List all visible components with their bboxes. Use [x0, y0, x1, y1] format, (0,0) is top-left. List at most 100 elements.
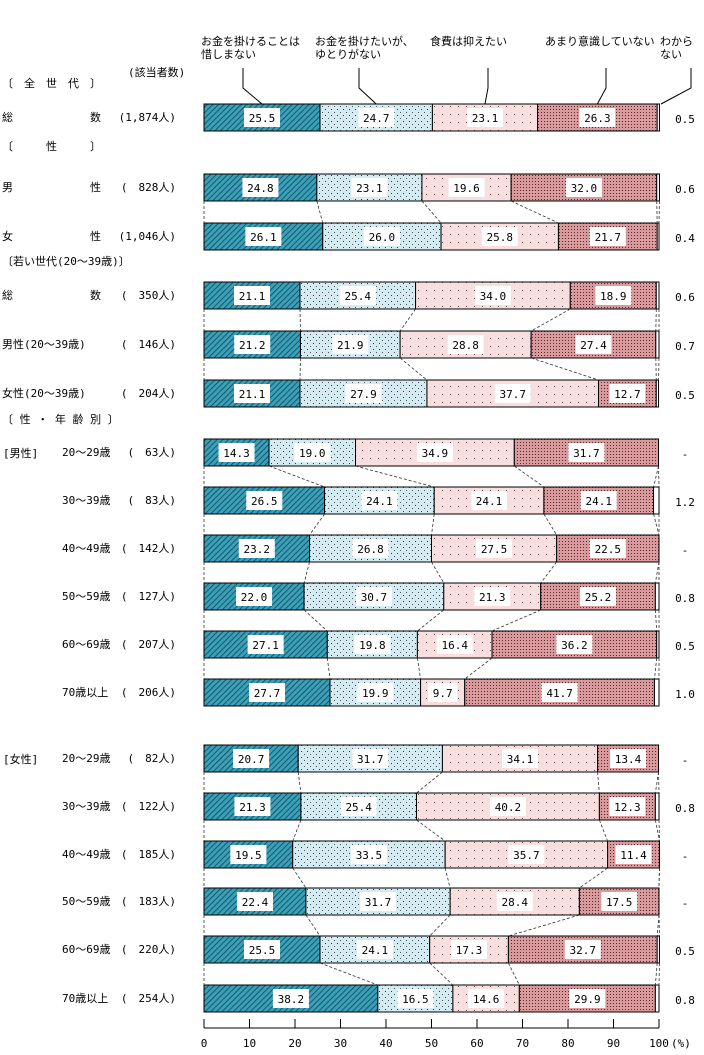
row-count: ( 82人) [128, 752, 177, 765]
value-label: 24.1 [362, 944, 389, 957]
row-count: ( 220人) [121, 943, 176, 956]
value-label-bg [564, 940, 601, 959]
axis-tick-label: 30 [334, 1037, 347, 1050]
value-label-bg [609, 797, 646, 816]
value-label: 23.1 [472, 112, 499, 125]
value-label: 21.1 [239, 290, 266, 303]
bar-row: 20～29歳 ( 82人) 20.7 31.7 34.1 13.4 - [62, 744, 689, 773]
connector-line [399, 308, 416, 332]
value-label-bg [397, 989, 434, 1008]
group-label: [男性] [3, 446, 38, 460]
value-label-bg [580, 587, 617, 606]
connector-line [355, 465, 435, 488]
value-label-bg [352, 749, 389, 768]
value-label-bg [332, 335, 369, 354]
value-label-bg [428, 683, 458, 702]
row-count: ( 350人) [121, 289, 176, 302]
bar-segment [654, 984, 660, 1013]
connector-line [303, 561, 310, 584]
value-label: 24.8 [247, 182, 274, 195]
value-label-bg [249, 683, 286, 702]
value-label-bg [589, 227, 626, 246]
connector-line [508, 914, 580, 937]
row-count: ( 122人) [121, 800, 176, 813]
value-label-bg [474, 587, 511, 606]
x-axis: 0 10 20 30 40 50 60 70 80 90 100 (%) [201, 1019, 691, 1050]
dont-know-value: - [682, 544, 689, 557]
connector-line [416, 771, 443, 794]
bar-segment [656, 173, 660, 202]
legend-label: 惜しまない [201, 47, 256, 61]
row-label: 男性(20～39歳) [2, 337, 86, 351]
value-label: 31.7 [357, 753, 384, 766]
connector-line [417, 609, 445, 632]
legend-label: お金を掛けることは [201, 34, 300, 48]
axis-tick-label: 100 [649, 1037, 669, 1050]
value-label: 26.1 [250, 231, 277, 244]
value-label-bg [615, 845, 652, 864]
dont-know-value: 1.2 [675, 496, 695, 509]
value-label-bg [601, 892, 638, 911]
legend-leader-line [660, 68, 692, 105]
value-label-bg [234, 797, 271, 816]
value-label: 11.4 [620, 849, 647, 862]
value-label-bg [294, 443, 331, 462]
value-label-bg [345, 384, 382, 403]
row-label: 30～39歳 [62, 494, 111, 507]
row-count: (1,046人) [119, 230, 176, 243]
axis-tick-label: 90 [607, 1037, 620, 1050]
value-label: 27.1 [252, 639, 279, 652]
value-label: 24.1 [366, 495, 393, 508]
value-label: 31.7 [365, 896, 392, 909]
value-label-bg [481, 227, 518, 246]
legend-leader-line [358, 68, 377, 105]
value-label: 27.5 [481, 543, 508, 556]
connector-line [292, 819, 302, 842]
value-label: 26.8 [357, 543, 384, 556]
row-label: 20～29歳 [62, 446, 111, 459]
value-label-bg [234, 286, 271, 305]
value-label-bg [230, 845, 267, 864]
value-label: 23.2 [244, 543, 271, 556]
row-label: 50～59歳 [62, 590, 111, 603]
bar-row: 50～59歳 ( 127人) 22.0 30.7 21.3 25.2 0.8 [62, 561, 695, 611]
bar-row: 40～49歳 ( 142人) 23.2 26.8 27.5 22.5 - [62, 513, 689, 563]
value-label-bg [474, 286, 511, 305]
value-label: 25.5 [249, 944, 276, 957]
value-label-bg [508, 845, 545, 864]
group-label: [女性] [3, 752, 38, 766]
value-label-bg [363, 227, 400, 246]
value-label: 28.8 [452, 339, 479, 352]
value-label-bg [360, 892, 397, 911]
row-count: ( 828人) [121, 181, 176, 194]
value-label-bg [236, 587, 273, 606]
connector-line [654, 561, 660, 584]
value-label: 27.9 [350, 388, 377, 401]
connector-line [579, 867, 608, 889]
bar-segment [656, 935, 660, 964]
row-count: ( 142人) [121, 542, 176, 555]
value-label: 21.1 [239, 388, 266, 401]
value-label: 21.7 [595, 231, 622, 244]
legend-leader-line [596, 68, 607, 105]
bar-row: 総 数 (1,874人) 25.5 24.7 23.1 26.3 0.5 [2, 103, 695, 132]
dont-know-value: - [682, 754, 689, 767]
bar-segment [656, 630, 660, 659]
value-label: 13.4 [615, 753, 642, 766]
axis-tick-label: 80 [561, 1037, 574, 1050]
row-label: 女 性 [2, 229, 101, 243]
row-label: 50～59歳 [62, 895, 111, 908]
dont-know-value: 0.5 [675, 389, 695, 402]
value-label: 12.7 [614, 388, 641, 401]
row-count: ( 83人) [128, 494, 177, 507]
value-label: 22.0 [241, 591, 268, 604]
value-label: 27.4 [580, 339, 607, 352]
row-label: 30～39歳 [62, 800, 111, 813]
row-count: (1,874人) [119, 111, 176, 124]
value-label: 40.2 [495, 801, 522, 814]
value-label-bg [352, 539, 389, 558]
value-label-bg [494, 384, 531, 403]
connector-line [429, 962, 454, 986]
connector-line [653, 465, 659, 488]
